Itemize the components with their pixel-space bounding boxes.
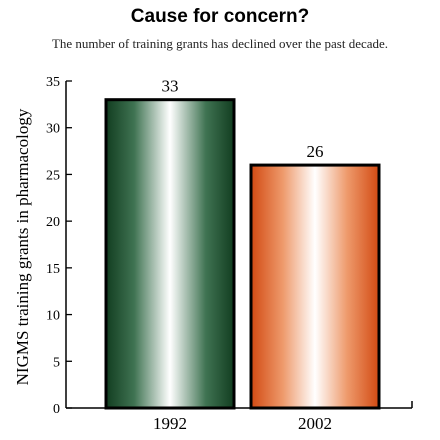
y-tick-label: 20 xyxy=(46,215,60,230)
chart-title: Cause for concern? xyxy=(130,6,310,27)
labels-group: 33 1992 26 2002 xyxy=(153,77,332,433)
y-tick-label: 30 xyxy=(46,122,60,137)
bars-group xyxy=(104,98,381,410)
y-axis-label: NIGMS training grants in pharmacology xyxy=(13,108,32,385)
data-label-1992: 33 xyxy=(162,77,179,96)
y-tick-label: 25 xyxy=(46,168,60,183)
y-tick-label: 35 xyxy=(46,75,60,90)
bar-1992 xyxy=(104,98,236,410)
y-tick-label: 5 xyxy=(53,355,60,370)
y-tick-label: 15 xyxy=(46,262,60,277)
bar-2002 xyxy=(249,163,381,410)
y-tick-label: 10 xyxy=(46,309,60,324)
y-tick-label: 0 xyxy=(53,402,60,417)
chart-subtitle: The number of training grants has declin… xyxy=(51,36,389,51)
x-tick-label-2002: 2002 xyxy=(298,414,332,433)
x-tick-label-1992: 1992 xyxy=(153,414,187,433)
data-label-2002: 26 xyxy=(307,142,324,161)
